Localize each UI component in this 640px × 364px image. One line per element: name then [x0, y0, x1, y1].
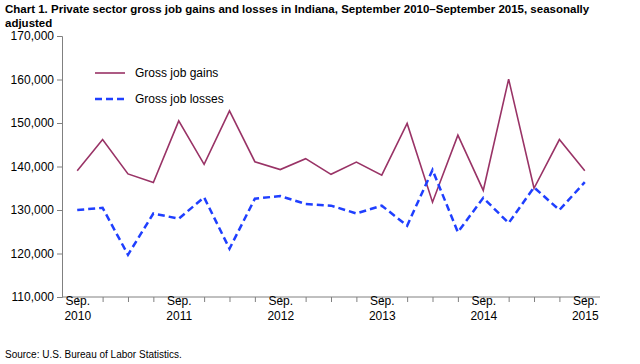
y-tick: 120,000 — [11, 247, 62, 261]
x-tick-mark — [331, 297, 332, 302]
series-group — [77, 79, 585, 255]
y-tick-mark — [57, 80, 62, 81]
x-tick: Sep.2013 — [369, 294, 396, 323]
x-tick-label: Sep.2014 — [470, 294, 497, 323]
y-tick-label: 150,000 — [11, 116, 55, 130]
x-tick-mark — [433, 297, 434, 302]
x-tick — [103, 297, 104, 302]
x-tick: Sep.2015 — [572, 294, 599, 323]
x-tick-mark — [153, 297, 154, 302]
x-tick — [204, 297, 205, 302]
y-tick-mark — [57, 254, 62, 255]
x-tick — [407, 297, 408, 302]
x-tick — [458, 297, 459, 302]
x-tick-mark — [103, 297, 104, 302]
y-tick-mark — [57, 167, 62, 168]
x-tick: Sep.2010 — [64, 294, 91, 323]
y-tick: 150,000 — [11, 116, 62, 130]
y-tick: 140,000 — [11, 160, 62, 174]
x-tick — [559, 297, 560, 302]
x-tick — [128, 297, 129, 302]
title-line: Chart 1. Private sector gross job gains … — [5, 3, 590, 15]
series-line — [77, 170, 585, 255]
y-tick-label: 140,000 — [11, 160, 55, 174]
x-tick — [534, 297, 535, 302]
y-tick: 160,000 — [11, 73, 62, 87]
x-tick-mark — [356, 297, 357, 302]
x-tick — [331, 297, 332, 302]
x-tick-label: Sep.2012 — [267, 294, 294, 323]
x-tick-mark — [306, 297, 307, 302]
legend-swatch — [95, 72, 125, 74]
source-note: Source: U.S. Bureau of Labor Statistics. — [5, 349, 182, 360]
legend-label: Gross job gains — [135, 66, 218, 80]
y-tick-label: 170,000 — [11, 29, 55, 43]
x-tick-mark — [204, 297, 205, 302]
y-tick: 130,000 — [11, 203, 62, 217]
legend: Gross job gains Gross job losses — [95, 66, 224, 106]
y-tick-mark — [57, 210, 62, 211]
x-tick-label: Sep.2011 — [166, 294, 192, 323]
x-tick-mark — [229, 297, 230, 302]
x-tick-mark — [255, 297, 256, 302]
x-tick — [509, 297, 510, 302]
y-axis: 110,000 120,000 130,000 140,000 150,000 160,0… — [11, 29, 63, 304]
y-tick-mark — [57, 36, 62, 37]
x-tick — [229, 297, 230, 302]
x-tick-mark — [407, 297, 408, 302]
chart: Chart 1. Private sector gross job gains … — [0, 0, 640, 364]
x-tick — [153, 297, 154, 302]
legend-swatch — [95, 98, 125, 101]
y-tick-label: 130,000 — [11, 203, 55, 217]
x-tick — [433, 297, 434, 302]
x-tick — [306, 297, 307, 302]
y-tick-mark — [57, 123, 62, 124]
x-tick-mark — [458, 297, 459, 302]
x-tick: Sep.2012 — [267, 294, 294, 323]
y-tick-label: 120,000 — [11, 247, 55, 261]
x-tick: Sep.2011 — [166, 294, 192, 323]
title: Chart 1. Private sector gross job gains … — [5, 3, 590, 29]
x-tick-label: Sep.2015 — [572, 294, 599, 323]
x-tick: Sep.2014 — [470, 294, 497, 323]
x-tick-label: Sep.2013 — [369, 294, 396, 323]
y-tick: 170,000 — [11, 29, 62, 43]
series-line — [77, 79, 585, 202]
x-tick — [356, 297, 357, 302]
x-tick-mark — [534, 297, 535, 302]
x-tick-mark — [559, 297, 560, 302]
x-axis: Sep.2010 Sep.2011 Sep.2012 Sep.2013 Sep.2014… — [62, 294, 600, 323]
y-tick-label: 110,000 — [12, 290, 55, 304]
legend-label: Gross job losses — [135, 92, 224, 106]
y-tick: 110,000 — [12, 290, 63, 304]
x-tick-label: Sep.2010 — [64, 294, 91, 323]
x-tick-mark — [128, 297, 129, 302]
y-axis-line — [57, 37, 63, 298]
title-line: adjusted — [5, 17, 52, 29]
x-tick-mark — [509, 297, 510, 302]
y-tick-mark — [57, 297, 62, 298]
x-tick — [255, 297, 256, 302]
y-tick-label: 160,000 — [11, 73, 55, 87]
